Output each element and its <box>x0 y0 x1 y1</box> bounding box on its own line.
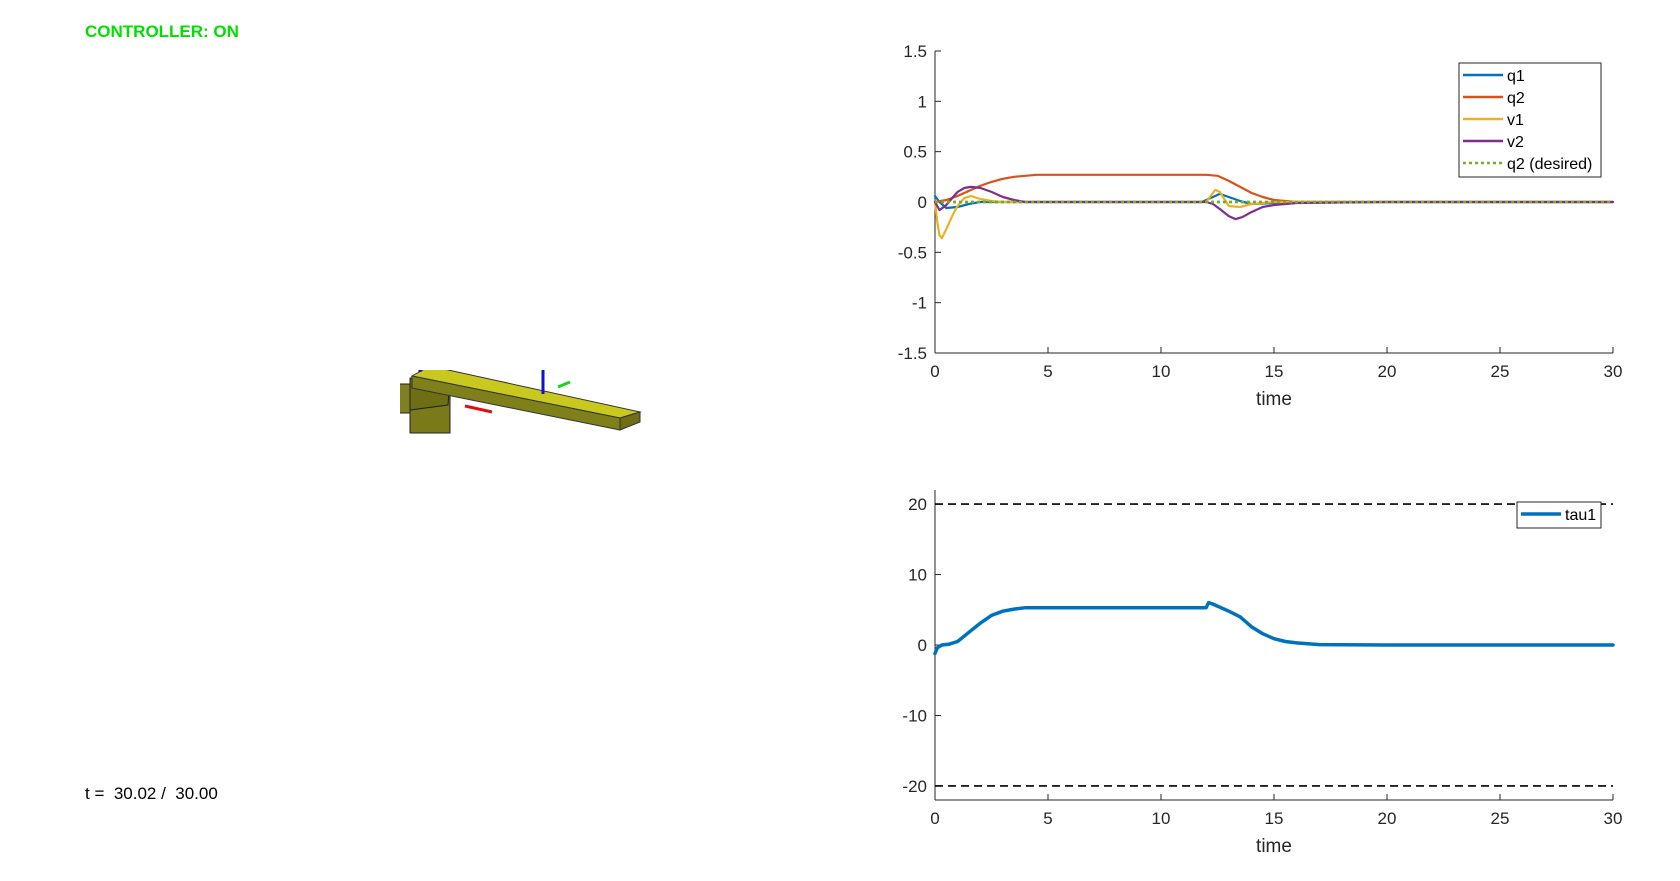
time-readout: t = 30.02 / 30.00 <box>85 784 218 803</box>
x-tick-label: 15 <box>1265 809 1284 828</box>
y-tick-label: -20 <box>902 777 927 796</box>
y-tick-label: -0.5 <box>898 243 927 262</box>
x-tick-label: 20 <box>1378 809 1397 828</box>
x-tick-label: 15 <box>1265 362 1284 381</box>
y-tick-label: 10 <box>908 566 927 585</box>
beam-3d-scene <box>400 370 642 434</box>
x-tick-label: 20 <box>1378 362 1397 381</box>
series-line-tau1 <box>933 600 1615 656</box>
x-tick-label: 5 <box>1043 809 1052 828</box>
x-tick-label: 30 <box>1604 362 1623 381</box>
y-axis-marker <box>557 380 571 389</box>
y-tick-label: 0.5 <box>903 143 927 162</box>
controller-status: CONTROLLER: ON <box>85 22 239 41</box>
y-tick-label: 0 <box>918 636 927 655</box>
y-tick-label: -10 <box>902 706 927 725</box>
x-tick-label: 10 <box>1152 809 1171 828</box>
y-tick-label: 1 <box>918 92 927 111</box>
y-tick-label: -1.5 <box>898 344 927 363</box>
x-tick-label: 0 <box>930 809 939 828</box>
legend-label: q1 <box>1507 68 1525 85</box>
x-tick-label: 0 <box>930 362 939 381</box>
x-tick-label: 25 <box>1491 362 1510 381</box>
x-tick-label: 30 <box>1604 809 1623 828</box>
y-tick-label: 1.5 <box>903 42 927 61</box>
beam-end <box>619 411 641 431</box>
legend-label: q2 <box>1507 90 1525 107</box>
y-tick-label: 20 <box>908 495 927 514</box>
x-axis-label: time <box>1256 836 1292 857</box>
x-axis-marker <box>464 404 493 414</box>
y-tick-label: 0 <box>918 193 927 212</box>
y-tick-label: -1 <box>912 294 927 313</box>
legend-label: v1 <box>1507 112 1524 129</box>
x-tick-label: 5 <box>1043 362 1052 381</box>
x-tick-label: 25 <box>1491 809 1510 828</box>
legend-label: tau1 <box>1565 507 1596 524</box>
legend-label: q2 (desired) <box>1507 156 1592 173</box>
x-axis-label: time <box>1256 389 1292 410</box>
x-tick-label: 10 <box>1152 362 1171 381</box>
legend-label: v2 <box>1507 134 1524 151</box>
